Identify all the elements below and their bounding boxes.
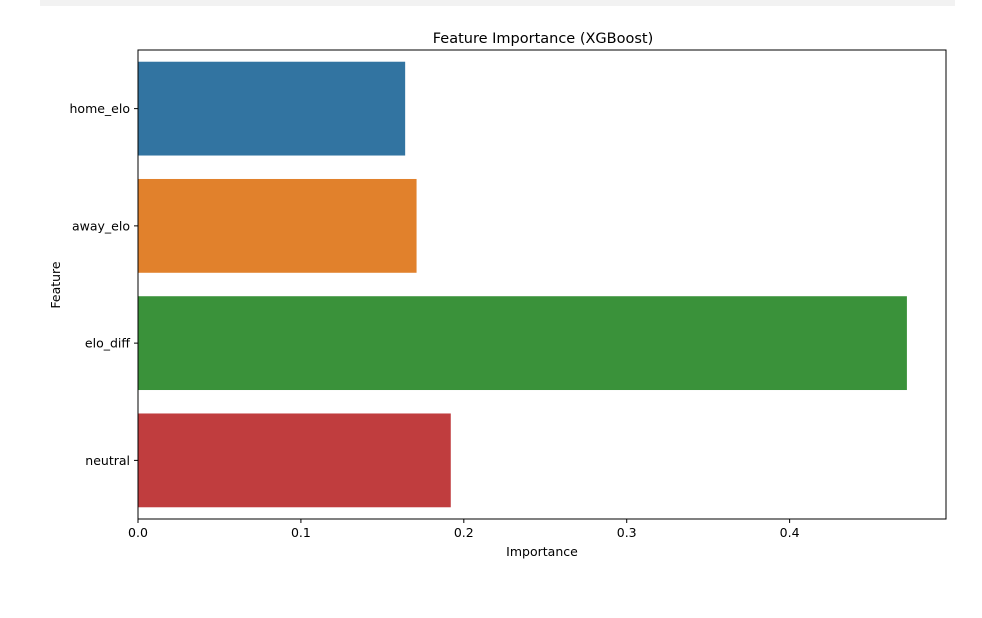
plot-frame bbox=[137, 49, 947, 520]
y-axis-label: Feature bbox=[48, 261, 63, 309]
y-tick-label: neutral bbox=[85, 453, 130, 468]
x-tick-label: 0.4 bbox=[780, 525, 800, 540]
bar-away_elo bbox=[138, 178, 417, 273]
chart-title: Feature Importance (XGBoost) bbox=[433, 31, 654, 47]
y-tick-label: home_elo bbox=[70, 101, 131, 116]
bar-elo_diff bbox=[138, 296, 907, 391]
x-tick-label: 0.1 bbox=[291, 525, 311, 540]
bar-home_elo bbox=[138, 61, 406, 156]
x-axis-label: Importance bbox=[506, 544, 578, 559]
top-toolbar-strip bbox=[40, 0, 955, 6]
y-tick-label: away_elo bbox=[72, 218, 130, 233]
bar-neutral bbox=[138, 413, 451, 508]
x-tick-label: 0.3 bbox=[617, 525, 637, 540]
y-tick-label: elo_diff bbox=[85, 336, 130, 351]
x-tick-label: 0.2 bbox=[454, 525, 474, 540]
x-tick-label: 0.0 bbox=[128, 525, 148, 540]
